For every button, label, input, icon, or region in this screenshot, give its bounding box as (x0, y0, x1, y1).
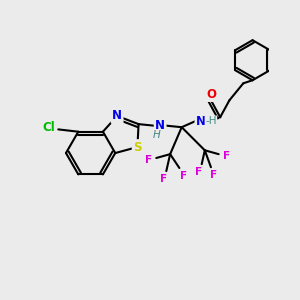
Text: H: H (153, 130, 161, 140)
Text: F: F (211, 170, 218, 180)
Text: N: N (112, 110, 122, 122)
Text: -H: -H (205, 116, 217, 126)
Text: O: O (206, 88, 216, 100)
Text: F: F (160, 174, 167, 184)
Text: F: F (223, 152, 230, 161)
Text: Cl: Cl (43, 122, 56, 134)
Text: N: N (155, 119, 165, 132)
Text: S: S (133, 141, 142, 154)
Text: N: N (196, 115, 206, 128)
Text: F: F (180, 171, 188, 181)
Text: F: F (145, 155, 152, 165)
Text: F: F (195, 167, 202, 177)
